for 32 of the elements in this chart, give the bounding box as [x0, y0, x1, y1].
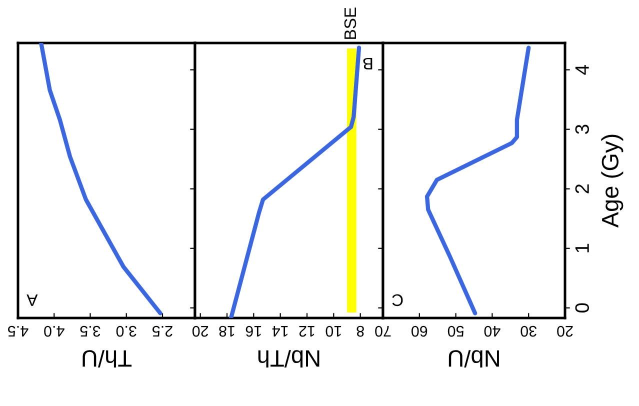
- x-tick-label: 70: [375, 326, 391, 337]
- x-tick-label: 8: [356, 326, 364, 337]
- y-tick-label: 4: [575, 64, 589, 75]
- x-tick-label: 50: [448, 326, 464, 337]
- band-label: BSE: [344, 8, 356, 39]
- annotation: C: [392, 294, 403, 306]
- y-tick-label: 2: [575, 184, 589, 194]
- x-axis-title: Nb/U: [448, 350, 499, 368]
- y-tick-label: 0: [575, 303, 590, 313]
- x-tick-label: 18: [219, 326, 234, 337]
- x-tick-label: 14: [272, 326, 288, 337]
- x-tick-label: 40: [484, 326, 500, 337]
- annotation: A: [26, 294, 38, 306]
- x-tick-label: 20: [192, 326, 208, 337]
- x-tick-label: 10: [326, 326, 341, 337]
- x-tick-label: 30: [520, 326, 537, 337]
- x-axis-title: Th/U: [82, 350, 132, 368]
- x-tick-label: 12: [299, 326, 314, 337]
- x-tick-label: 2.5: [152, 326, 172, 337]
- x-tick-label: 16: [246, 326, 261, 337]
- x-tick-label: 3.0: [116, 326, 136, 337]
- annotation: B: [363, 58, 372, 70]
- y-tick-label: 1: [575, 244, 589, 252]
- x-axis-title: Nb/Th: [258, 350, 320, 368]
- x-tick-label: 3.5: [80, 326, 100, 337]
- x-tick-label: 4.5: [8, 326, 28, 337]
- line-series: [424, 46, 531, 316]
- x-tick-label: 60: [412, 326, 428, 337]
- x-tick-label: 4.0: [44, 326, 64, 337]
- x-tick-label: 20: [557, 326, 573, 337]
- y-tick-label: 3: [575, 124, 590, 134]
- y-axis-title: Age (Gy): [601, 134, 624, 228]
